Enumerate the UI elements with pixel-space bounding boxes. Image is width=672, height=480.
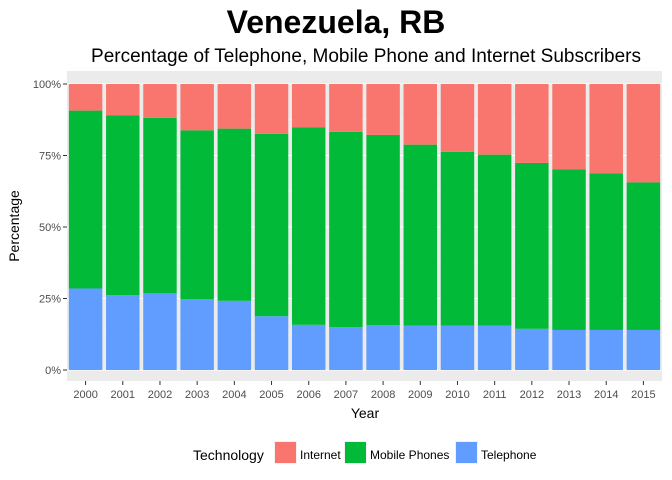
bar-internet-2006 <box>291 84 326 128</box>
chart-subtitle: Percentage of Telephone, Mobile Phone an… <box>91 46 641 67</box>
bar-internet-2011 <box>477 84 512 155</box>
x-tick-label: 2012 <box>520 389 544 401</box>
bar-telephone-2015 <box>626 329 661 370</box>
bar-internet-2002 <box>143 84 177 118</box>
x-tick-label: 2011 <box>483 389 507 401</box>
legend-swatch-telephone <box>456 442 477 463</box>
legend-label-mobile-phones: Mobile Phones <box>370 448 449 462</box>
bar-internet-2010 <box>440 84 475 152</box>
legend-swatch-internet <box>275 442 296 463</box>
x-tick-label: 2006 <box>296 389 320 401</box>
bar-mobile-phones-2012 <box>515 162 549 329</box>
bar-mobile-phones-2010 <box>440 151 475 326</box>
bar-internet-2015 <box>626 84 661 183</box>
bar-telephone-2001 <box>106 295 140 370</box>
bar-telephone-2003 <box>180 299 214 370</box>
bar-telephone-2007 <box>329 327 363 370</box>
bar-telephone-2005 <box>254 316 289 370</box>
bar-internet-2014 <box>589 84 623 174</box>
x-tick-label: 2007 <box>334 389 358 401</box>
bar-mobile-phones-2011 <box>477 154 512 326</box>
bar-mobile-phones-2003 <box>180 130 214 300</box>
bar-telephone-2006 <box>291 324 326 370</box>
y-axis-title: Percentage <box>6 190 22 262</box>
x-tick-label: 2004 <box>222 389 246 401</box>
bar-internet-2001 <box>106 84 140 116</box>
bar-mobile-phones-2001 <box>106 115 140 296</box>
legend-label-telephone: Telephone <box>481 448 537 462</box>
bar-mobile-phones-2006 <box>291 127 326 325</box>
bar-telephone-2011 <box>477 325 512 370</box>
y-tick-label: 0% <box>45 365 61 377</box>
y-tick-label: 75% <box>39 151 61 163</box>
x-tick-label: 2000 <box>73 389 97 401</box>
bar-mobile-phones-2004 <box>217 128 252 301</box>
bar-mobile-phones-2008 <box>366 134 400 326</box>
bar-mobile-phones-2009 <box>403 144 438 326</box>
bar-internet-2003 <box>180 84 214 131</box>
bar-telephone-2004 <box>217 300 252 370</box>
y-tick-label: 100% <box>33 79 61 91</box>
bar-internet-2012 <box>515 84 549 163</box>
bar-telephone-2000 <box>68 288 103 370</box>
y-tick-label: 50% <box>39 222 61 234</box>
x-tick-label: 2010 <box>445 389 469 401</box>
x-tick-label: 2001 <box>111 389 135 401</box>
x-tick-label: 2003 <box>185 389 209 401</box>
y-tick-label: 25% <box>39 294 61 306</box>
bar-mobile-phones-2007 <box>329 131 363 328</box>
x-tick-label: 2005 <box>259 389 283 401</box>
bar-mobile-phones-2002 <box>143 117 177 294</box>
bar-internet-2000 <box>68 84 103 111</box>
bar-mobile-phones-2005 <box>254 133 289 317</box>
bar-internet-2009 <box>403 84 438 145</box>
bar-mobile-phones-2013 <box>552 169 586 330</box>
x-tick-label: 2014 <box>594 389 618 401</box>
x-axis-title: Year <box>351 405 380 421</box>
bar-telephone-2002 <box>143 293 177 370</box>
bar-mobile-phones-2015 <box>626 182 661 330</box>
chart-title: Venezuela, RB <box>226 4 446 40</box>
legend-title: Technology <box>193 447 264 463</box>
x-tick-label: 2009 <box>408 389 432 401</box>
bar-telephone-2012 <box>515 328 549 370</box>
bar-telephone-2009 <box>403 325 438 370</box>
bar-mobile-phones-2000 <box>68 110 103 289</box>
bar-internet-2005 <box>254 84 289 134</box>
legend-swatch-mobile-phones <box>345 442 366 463</box>
legend-label-internet: Internet <box>300 448 341 462</box>
bar-telephone-2008 <box>366 325 400 370</box>
x-tick-label: 2013 <box>557 389 581 401</box>
bar-internet-2004 <box>217 84 252 129</box>
x-tick-label: 2008 <box>371 389 395 401</box>
x-tick-label: 2002 <box>148 389 172 401</box>
bar-internet-2007 <box>329 84 363 132</box>
bar-telephone-2014 <box>589 329 623 370</box>
bar-mobile-phones-2014 <box>589 173 623 330</box>
bar-internet-2013 <box>552 84 586 170</box>
bar-telephone-2010 <box>440 325 475 370</box>
bar-internet-2008 <box>366 84 400 135</box>
x-tick-label: 2015 <box>631 389 655 401</box>
bar-telephone-2013 <box>552 329 586 370</box>
